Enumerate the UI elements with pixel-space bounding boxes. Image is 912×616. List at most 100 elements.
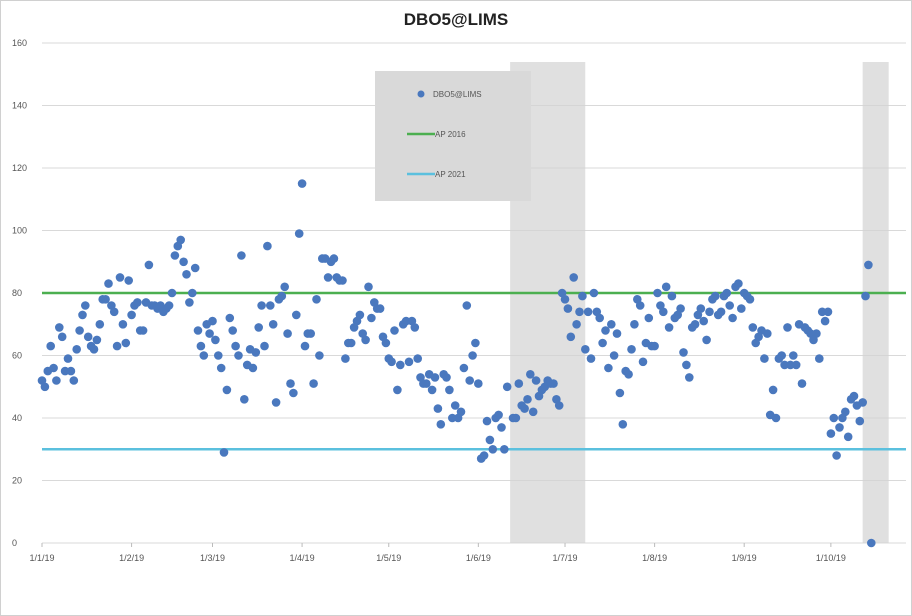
data-point [858,398,867,407]
data-point [312,295,321,304]
data-point [835,423,844,432]
data-point [133,298,142,307]
data-point [624,370,633,379]
shaded-range [862,62,889,543]
data-point [95,320,105,329]
data-point [445,385,454,395]
data-point [456,407,466,417]
data-point [843,432,853,442]
data-point [514,379,524,388]
data-point [450,401,460,410]
data-point [734,279,743,288]
data-point [583,307,593,317]
x-tick-label: 1/9/19 [732,553,757,563]
data-point [254,323,263,332]
data-point [679,348,688,357]
data-point [66,366,76,376]
data-point [190,263,200,273]
data-point [121,338,131,348]
chart-legend: DBO5@LIMS AP 2016 AP 2021 [375,71,531,201]
x-tick-label: 1/10/19 [816,553,846,563]
data-point [393,385,402,395]
data-point [115,273,125,282]
data-point [479,451,489,460]
data-point [271,398,281,407]
data-point [520,404,529,413]
data-point [277,291,287,301]
data-point [283,329,292,338]
data-point [410,323,420,332]
data-point [609,351,619,360]
data-point [725,301,734,310]
data-point [309,379,318,388]
data-point [685,373,694,382]
data-point [485,435,495,445]
data-point [92,335,102,345]
data-point [615,388,625,398]
data-point [841,407,850,417]
data-point [667,291,677,301]
x-tick-label: 1/1/19 [29,553,54,563]
data-point [653,288,662,298]
data-point [338,276,347,285]
data-point [638,357,648,367]
data-point [413,354,423,363]
data-point [832,451,841,460]
data-point [367,313,376,323]
data-point [601,326,610,335]
data-point [581,345,590,354]
data-point [57,332,67,342]
data-point [748,323,758,332]
data-point [225,313,235,323]
data-point [711,291,720,301]
data-point [433,404,443,413]
data-point [300,341,310,351]
data-point [549,379,558,388]
data-point [607,320,616,329]
data-point [566,332,576,342]
data-point [763,329,772,338]
data-point [569,273,578,282]
data-point [867,538,876,548]
data-point [474,379,483,388]
data-point [682,360,691,370]
data-point [280,282,290,292]
data-point [205,329,214,338]
data-point [797,379,807,388]
legend-marker [417,90,425,98]
data-point [185,298,194,307]
data-point [75,326,84,335]
x-tick-label: 1/6/19 [466,553,491,563]
data-point [89,345,99,354]
data-point [211,335,220,345]
x-tick-label: 1/5/19 [376,553,401,563]
data-point [823,307,833,317]
data-point [208,316,217,326]
data-point [462,301,472,310]
data-point [849,391,859,401]
data-point [465,376,475,385]
legend-label: AP 2016 [435,130,466,139]
y-tick-label: 120 [12,163,27,173]
data-point [182,270,191,279]
data-point [500,445,509,454]
x-tick-label: 1/2/19 [119,553,144,563]
data-point [676,304,685,313]
data-point [228,326,237,335]
data-point [237,251,246,260]
data-point [248,363,258,373]
y-tick-label: 40 [12,413,22,423]
data-point [589,288,599,298]
data-point [306,329,316,338]
data-point [46,341,55,351]
data-point [777,351,786,360]
data-point [430,373,440,382]
data-point [341,354,350,363]
data-point [526,370,535,379]
data-point [315,351,324,360]
data-point [783,323,792,332]
data-point [214,351,223,360]
data-point [826,429,836,438]
reference-lines [42,291,906,451]
data-point [323,273,333,282]
